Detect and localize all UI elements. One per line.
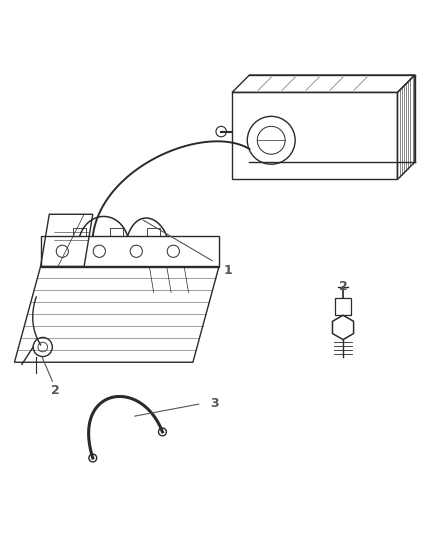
Circle shape xyxy=(216,126,226,137)
Text: 2: 2 xyxy=(51,384,60,397)
Circle shape xyxy=(89,454,97,462)
Circle shape xyxy=(159,428,166,436)
Text: 2: 2 xyxy=(339,280,347,293)
Text: 1: 1 xyxy=(223,264,232,277)
Text: 3: 3 xyxy=(210,397,219,410)
